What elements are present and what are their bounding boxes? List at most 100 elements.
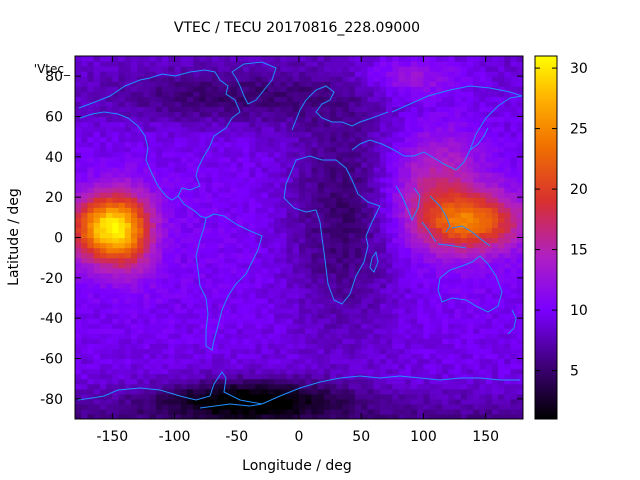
heatmap-cell [143,373,151,380]
heatmap-cell [373,323,381,329]
heatmap-cell [131,146,138,153]
heatmap-cell [205,358,213,365]
heatmap-cell [224,106,232,113]
heatmap-cell [491,313,499,319]
heatmap-cell [323,298,331,304]
heatmap-cell [280,81,288,87]
heatmap-cell [124,141,132,148]
heatmap-cell [180,141,188,148]
heatmap-cell [249,323,257,329]
heatmap-cell [81,282,89,289]
heatmap-cell [348,262,356,269]
heatmap-cell [392,232,400,239]
heatmap-cell [255,217,263,223]
heatmap-cell [243,318,250,324]
heatmap-cell [261,212,269,218]
heatmap-cell [299,146,306,153]
heatmap-cell [423,96,431,102]
heatmap-cell [224,247,232,254]
heatmap-cell [404,106,412,113]
heatmap-cell [305,313,313,319]
heatmap-cell [261,197,269,203]
heatmap-cell [429,343,437,350]
heatmap-cell [379,298,387,304]
heatmap-cell [330,252,337,259]
heatmap-cell [479,156,487,163]
heatmap-cell [143,378,151,385]
heatmap-cell [348,71,356,77]
heatmap-cell [355,116,362,123]
heatmap-cell [330,267,337,274]
heatmap-cell [118,177,126,183]
heatmap-cell [218,91,225,97]
heatmap-cell [137,106,145,113]
heatmap-cell [75,272,82,279]
heatmap-cell [498,318,505,324]
heatmap-cell [224,363,232,370]
heatmap-cell [230,308,238,314]
heatmap-cell [168,308,176,314]
heatmap-cell [180,106,188,113]
heatmap-cell [342,202,350,208]
heatmap-cell [460,106,468,113]
heatmap-cell [392,333,400,339]
heatmap-cell [398,262,406,269]
heatmap-cell [87,388,95,395]
heatmap-cell [112,252,120,259]
heatmap-cell [317,308,325,314]
heatmap-cell [87,398,95,405]
heatmap-cell [118,257,126,264]
heatmap-cell [149,101,157,108]
heatmap-cell [311,267,319,274]
heatmap-cell [211,408,219,415]
heatmap-cell [311,303,319,309]
heatmap-cell [467,227,474,234]
heatmap-cell [423,383,431,390]
heatmap-cell [373,141,381,148]
heatmap-cell [336,182,344,188]
heatmap-cell [193,121,201,128]
heatmap-cell [423,101,431,108]
heatmap-cell [330,136,337,143]
heatmap-cell [336,126,344,133]
heatmap-cell [118,363,126,370]
heatmap-cell [342,217,350,223]
heatmap-cell [485,177,493,183]
heatmap-cell [311,368,319,375]
heatmap-cell [429,292,437,299]
heatmap-cell [174,131,182,138]
heatmap-cell [467,222,474,229]
heatmap-cell [429,141,437,148]
heatmap-cell [305,348,313,355]
heatmap-cell [106,146,113,153]
heatmap-cell [199,323,207,329]
heatmap-cell [193,272,201,279]
heatmap-cell [398,257,406,264]
heatmap-cell [131,323,138,329]
heatmap-cell [435,106,443,113]
heatmap-cell [411,338,418,344]
heatmap-cell [118,96,126,102]
heatmap-cell [180,328,188,334]
heatmap-cell [174,81,182,87]
heatmap-cell [411,101,418,108]
heatmap-cell [81,197,89,203]
heatmap-cell [404,383,412,390]
heatmap-cell [267,287,275,294]
heatmap-cell [429,408,437,415]
heatmap-cell [174,292,182,299]
heatmap-cell [280,262,288,269]
heatmap-cell [473,318,481,324]
heatmap-cell [168,202,176,208]
heatmap-cell [411,378,418,385]
heatmap-cell [162,131,169,138]
heatmap-cell [118,292,126,299]
heatmap-cell [193,161,201,168]
heatmap-cell [230,222,238,229]
heatmap-cell [292,343,300,350]
heatmap-cell [336,121,344,128]
heatmap-cell [199,126,207,133]
heatmap-cell [211,81,219,87]
heatmap-cell [261,242,269,249]
heatmap-cell [330,378,337,385]
